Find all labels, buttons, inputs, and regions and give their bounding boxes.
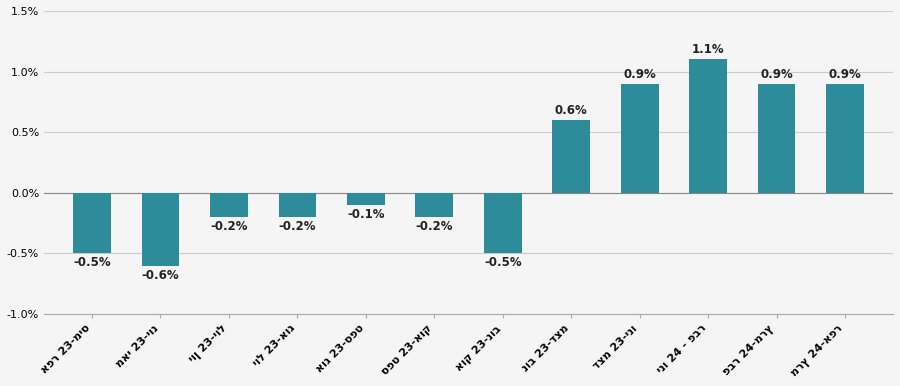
Text: 0.9%: 0.9% bbox=[760, 68, 793, 81]
Text: -0.5%: -0.5% bbox=[484, 256, 522, 269]
Text: 0.9%: 0.9% bbox=[829, 68, 861, 81]
Bar bbox=[758, 84, 796, 193]
Bar bbox=[484, 193, 522, 254]
Text: -0.2%: -0.2% bbox=[416, 220, 453, 233]
Bar bbox=[621, 84, 659, 193]
Bar bbox=[210, 193, 248, 217]
Bar bbox=[141, 193, 179, 266]
Text: -0.1%: -0.1% bbox=[347, 208, 384, 221]
Bar bbox=[73, 193, 111, 254]
Text: 0.6%: 0.6% bbox=[555, 104, 588, 117]
Bar bbox=[347, 193, 384, 205]
Bar bbox=[826, 84, 864, 193]
Bar bbox=[416, 193, 454, 217]
Text: -0.2%: -0.2% bbox=[211, 220, 248, 233]
Text: -0.5%: -0.5% bbox=[73, 256, 111, 269]
Text: 1.1%: 1.1% bbox=[692, 43, 724, 56]
Text: -0.2%: -0.2% bbox=[279, 220, 316, 233]
Bar bbox=[553, 120, 590, 193]
Text: -0.6%: -0.6% bbox=[141, 269, 179, 282]
Bar bbox=[279, 193, 316, 217]
Bar bbox=[689, 59, 727, 193]
Text: 0.9%: 0.9% bbox=[624, 68, 656, 81]
